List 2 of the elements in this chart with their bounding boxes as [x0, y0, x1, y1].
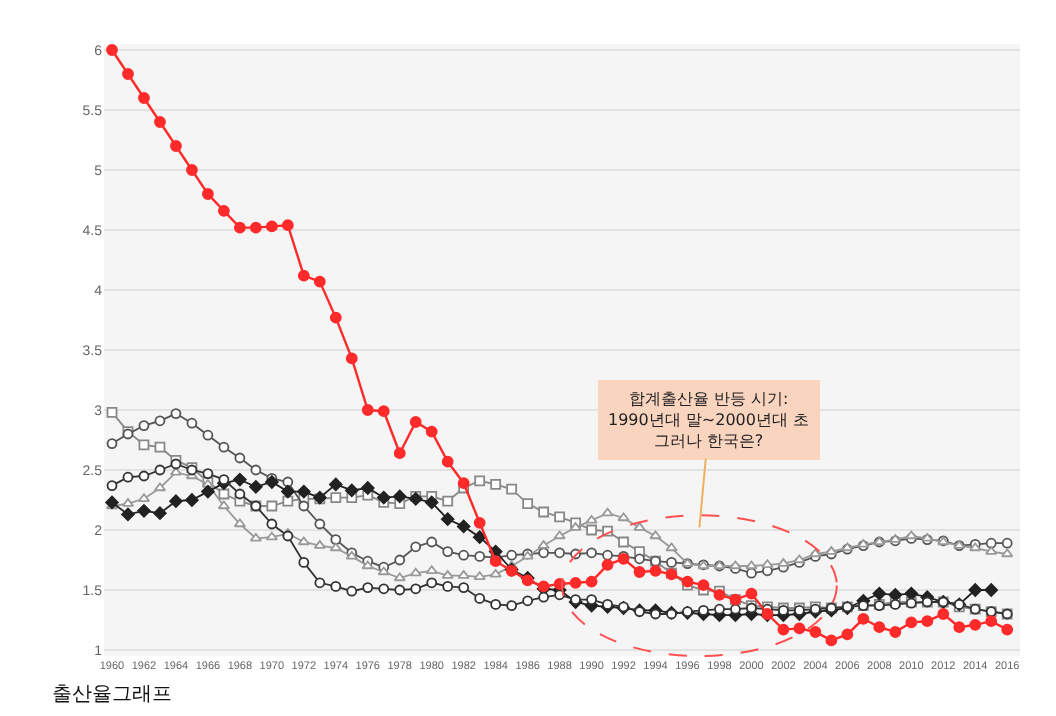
text: 출산율그래프 [52, 684, 172, 706]
annotation: 합계출산율 반등 시기: 1990년대 말~2000년대 초 그러나 한국은? [608, 390, 810, 450]
